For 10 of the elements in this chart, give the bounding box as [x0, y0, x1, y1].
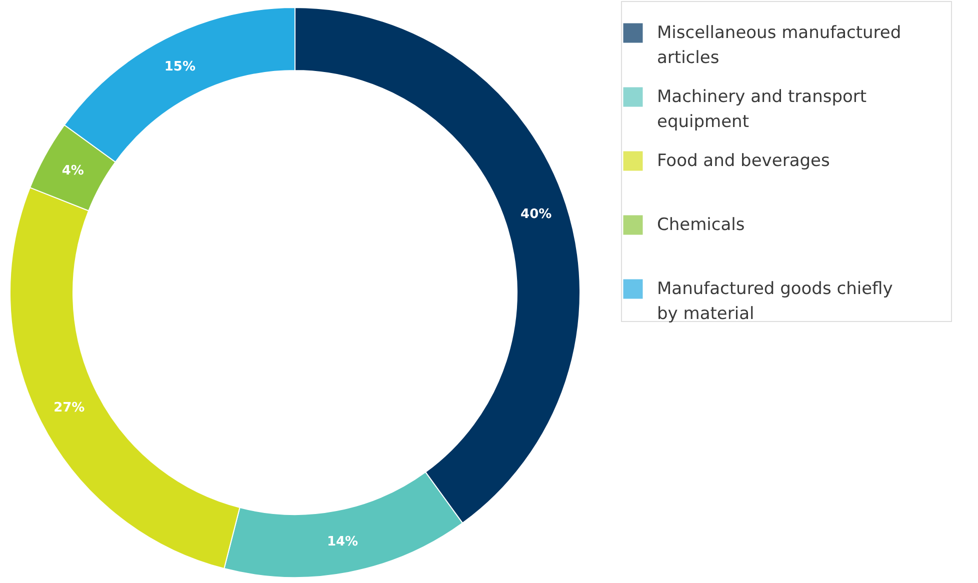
data-label: 27%	[54, 400, 85, 416]
data-label: 40%	[520, 207, 552, 222]
legend-label: Miscellaneous manufactured articles	[657, 23, 902, 68]
legend-label: Food and beverages	[657, 151, 830, 171]
data-label: 4%	[62, 163, 84, 178]
legend-label: Manufactured goods chiefly by material	[657, 279, 893, 324]
data-label: 14%	[326, 534, 358, 550]
data-label: 15%	[164, 60, 196, 75]
legend-label: Chemicals	[657, 215, 745, 235]
legend-label: Machinery and transport equipment	[657, 87, 867, 132]
